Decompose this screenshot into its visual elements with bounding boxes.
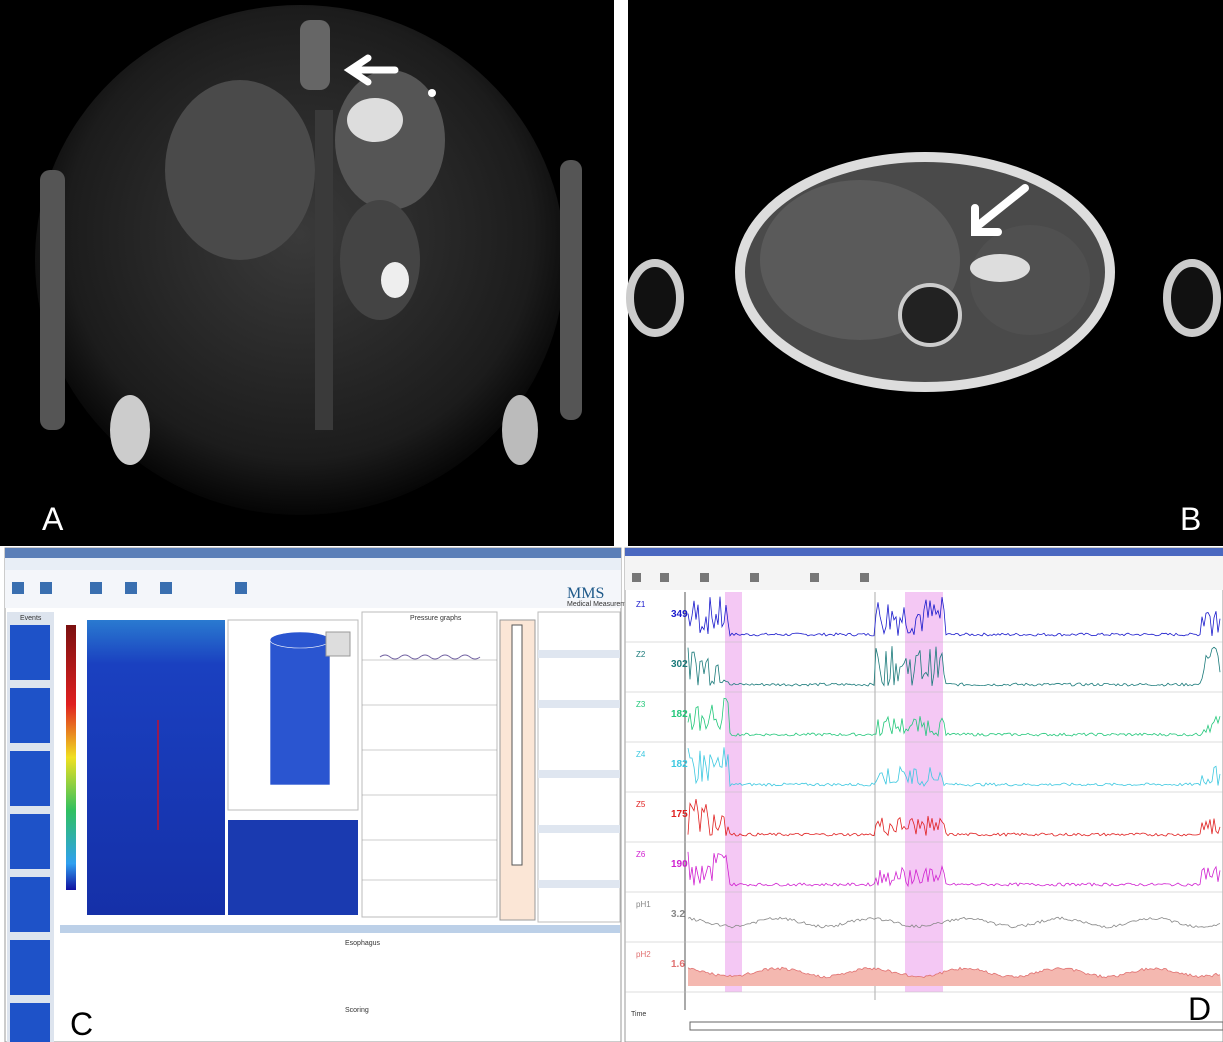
channel-name: pH1 [636,900,651,909]
channel-name: Z5 [636,800,646,809]
figure: A B MMS Medical Measurement Systems Even… [0,0,1223,1042]
logo: MMS [567,585,604,602]
channel-reading: 349 [671,609,688,620]
channel-reading: 175 [671,809,688,820]
channel-reading: 1.6 [671,959,685,970]
panel-label: D [1188,991,1211,1027]
events-title: Events [20,615,42,622]
panel-c: MMS Medical Measurement Systems Events P… [5,548,665,1042]
panel-b: B [628,0,1223,546]
channel-reading: 302 [671,659,688,670]
panel-label: A [42,501,64,537]
esophagus-title: Esophagus [345,940,381,947]
channel-name: Z1 [636,600,646,609]
channel-name: Z4 [636,750,646,759]
channel-name: Z3 [636,700,646,709]
panel-label: B [1180,501,1201,537]
channel-reading: 182 [671,709,688,720]
time-label: Time [631,1011,646,1018]
channel-name: pH2 [636,950,651,959]
panel-d: Time D Z1 349 Z2 302 Z3 182 Z4 182 Z5 175 Z6 190 pH1… [625,548,1223,1042]
scoring-title: Scoring [345,1007,369,1014]
channel-name: Z6 [636,850,646,859]
pressure-title: Pressure graphs [410,615,462,622]
panel-a: A [0,0,614,546]
channel-name: Z2 [636,650,646,659]
channel-reading: 182 [671,759,688,770]
panel-label: C [70,1006,93,1042]
channel-reading: 3.2 [671,909,685,920]
channel-reading: 190 [671,859,688,870]
